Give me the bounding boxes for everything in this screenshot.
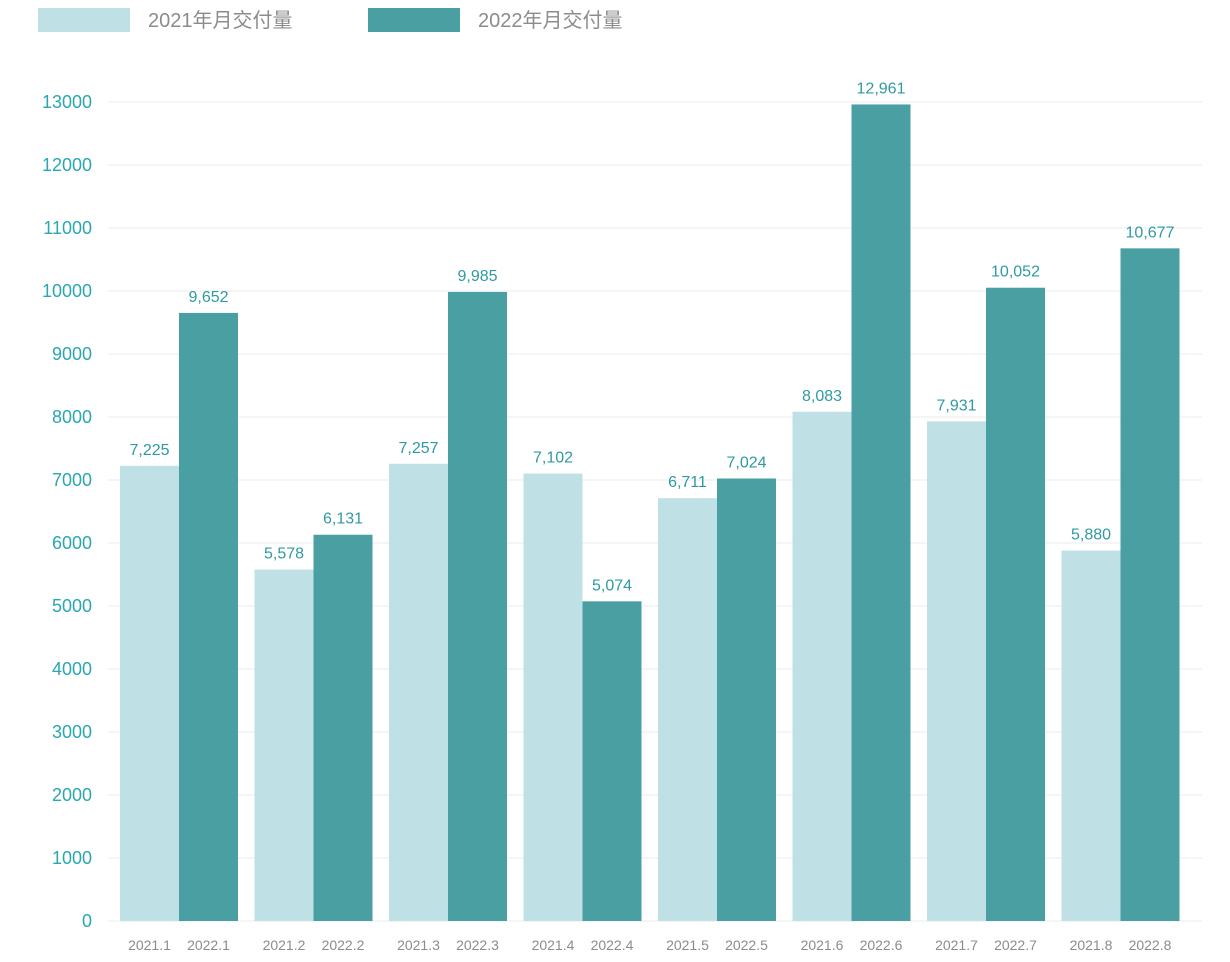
bar-2022.7 xyxy=(986,287,1045,921)
data-label-2021.4: 7,102 xyxy=(533,450,573,467)
x-axis: 2021.1 2021.2 2021.3 2021.4 2021.5 2021.6 2021… xyxy=(128,937,1172,953)
data-label-2022.2: 6,131 xyxy=(323,511,363,528)
y-axis: 0 1000 2000 3000 4000 5000 6000 7000 8000 9000 100… xyxy=(42,92,92,931)
bar-2022.4 xyxy=(582,601,642,921)
bars xyxy=(120,104,1180,921)
y-tick-label: 9000 xyxy=(52,344,92,364)
bar-2021.2 xyxy=(254,569,314,921)
data-label-2022.4: 5,074 xyxy=(592,577,632,594)
x-tick-label: 2021.3 xyxy=(397,937,440,953)
bar-2021.7 xyxy=(927,421,986,921)
data-label-2021.5: 6,711 xyxy=(668,474,707,491)
y-tick-label: 0 xyxy=(82,911,92,931)
y-tick-label: 10000 xyxy=(42,281,92,301)
x-tick-label: 2021.4 xyxy=(532,937,575,953)
legend: 2021年月交付量 2022年月交付量 xyxy=(38,8,623,32)
y-tick-label: 1000 xyxy=(52,848,92,868)
bar-2022.8 xyxy=(1120,248,1180,921)
x-tick-label: 2021.1 xyxy=(128,937,171,953)
y-tick-label: 11000 xyxy=(43,218,92,238)
y-tick-label: 7000 xyxy=(52,470,92,490)
data-label-2022.1: 9,652 xyxy=(188,289,228,306)
x-tick-label: 2022.6 xyxy=(860,937,903,953)
x-tick-label: 2022.8 xyxy=(1129,937,1172,953)
data-label-2022.7: 10,052 xyxy=(991,264,1040,281)
bar-2021.8 xyxy=(1061,550,1121,921)
y-tick-label: 3000 xyxy=(52,722,92,742)
y-tick-label: 13000 xyxy=(42,92,92,112)
bar-2021.3 xyxy=(389,463,448,921)
bar-2021.6 xyxy=(792,411,852,921)
x-tick-label: 2022.5 xyxy=(725,937,768,953)
data-label-2022.8: 10,677 xyxy=(1126,224,1175,241)
data-label-2021.6: 8,083 xyxy=(802,388,842,405)
x-tick-label: 2021.7 xyxy=(935,937,978,953)
x-tick-label: 2022.4 xyxy=(591,937,634,953)
data-label-2021.7: 7,931 xyxy=(936,397,976,414)
legend-label-2021: 2021年月交付量 xyxy=(148,9,293,32)
bar-2021.5 xyxy=(658,498,717,921)
bar-2021.1 xyxy=(120,465,179,921)
legend-swatch-2022 xyxy=(368,8,460,32)
x-tick-label: 2021.2 xyxy=(263,937,306,953)
bar-2022.1 xyxy=(179,312,238,921)
x-tick-label: 2021.5 xyxy=(666,937,709,953)
data-label-2021.1: 7,225 xyxy=(129,442,169,459)
x-tick-label: 2022.3 xyxy=(456,937,499,953)
data-label-2021.3: 7,257 xyxy=(398,440,438,457)
x-tick-label: 2022.1 xyxy=(187,937,230,953)
y-tick-label: 2000 xyxy=(52,785,92,805)
data-label-2021.2: 5,578 xyxy=(264,546,304,563)
data-label-2022.5: 7,024 xyxy=(726,454,766,471)
legend-swatch-2021 xyxy=(38,8,130,32)
data-labels: 7,225 5,578 7,257 7,102 6,711 8,083 7,931 5,880… xyxy=(129,80,1174,594)
bar-2022.5 xyxy=(717,478,776,921)
y-tick-label: 6000 xyxy=(52,533,92,553)
y-tick-label: 5000 xyxy=(52,596,92,616)
bar-2022.6 xyxy=(851,104,911,921)
bar-2021.4 xyxy=(523,473,583,921)
x-tick-label: 2021.6 xyxy=(801,937,844,953)
y-tick-label: 8000 xyxy=(52,407,92,427)
x-tick-label: 2022.7 xyxy=(994,937,1037,953)
x-tick-label: 2022.2 xyxy=(322,937,365,953)
y-tick-label: 12000 xyxy=(42,155,92,175)
data-label-2021.8: 5,880 xyxy=(1071,527,1111,544)
data-label-2022.3: 9,985 xyxy=(457,268,497,285)
legend-label-2022: 2022年月交付量 xyxy=(478,9,623,32)
y-tick-label: 4000 xyxy=(52,659,92,679)
x-tick-label: 2021.8 xyxy=(1070,937,1113,953)
data-label-2022.6: 12,961 xyxy=(857,80,906,97)
bar-2022.3 xyxy=(448,291,507,921)
bar-2022.2 xyxy=(313,534,373,921)
